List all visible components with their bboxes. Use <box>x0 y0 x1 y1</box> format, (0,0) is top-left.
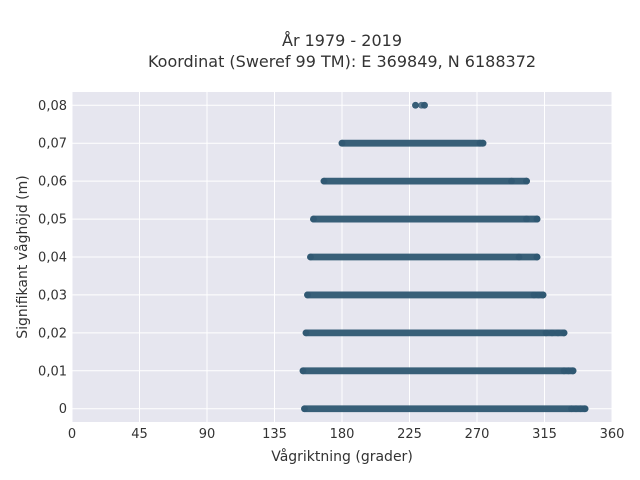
x-tick-label: 45 <box>131 427 148 442</box>
data-point <box>560 329 568 337</box>
chart-title-line2: Koordinat (Sweref 99 TM): E 369849, N 61… <box>148 52 536 71</box>
x-tick-label: 180 <box>330 427 355 442</box>
data-point <box>304 291 311 299</box>
x-tick-label: 225 <box>397 427 422 442</box>
y-tick-label: 0 <box>59 402 67 417</box>
data-point <box>301 405 308 413</box>
data-point <box>476 139 484 147</box>
data-point <box>307 253 314 261</box>
data-point <box>533 215 541 223</box>
y-axis-title: Signifikant våghöjd (m) <box>14 175 31 338</box>
chart-title-line1: År 1979 - 2019 <box>282 31 402 50</box>
y-axis-ticks: 0 0,01 0,02 0,03 0,04 0,05 0,06 0,07 0,08 <box>38 99 67 417</box>
data-point <box>412 101 419 109</box>
data-point <box>548 329 556 337</box>
data-point <box>338 139 346 147</box>
data-point <box>554 329 562 337</box>
y-tick-label: 0,08 <box>38 99 67 114</box>
x-tick-label: 360 <box>600 427 625 442</box>
y-tick-label: 0,05 <box>38 213 67 228</box>
data-point <box>320 177 328 185</box>
data-point <box>542 329 550 337</box>
data-point <box>421 101 428 109</box>
y-tick-label: 0,01 <box>38 364 67 379</box>
data-point <box>533 253 541 261</box>
y-tick-label: 0,07 <box>38 137 67 152</box>
x-tick-label: 0 <box>68 427 76 442</box>
data-point <box>515 253 523 261</box>
data-points-layer <box>299 101 589 413</box>
data-point <box>539 291 547 299</box>
data-point <box>523 177 530 185</box>
data-point <box>581 405 589 413</box>
x-tick-label: 315 <box>532 427 557 442</box>
data-point <box>310 215 317 223</box>
x-tick-label: 90 <box>199 427 216 442</box>
y-tick-label: 0,06 <box>38 175 67 190</box>
data-point <box>508 177 515 185</box>
y-tick-label: 0,02 <box>38 326 67 341</box>
y-tick-label: 0,04 <box>38 251 67 266</box>
y-tick-label: 0,03 <box>38 288 67 303</box>
x-axis-title: Vågriktning (grader) <box>271 448 413 465</box>
x-tick-label: 270 <box>465 427 490 442</box>
x-tick-label: 135 <box>262 427 287 442</box>
data-point <box>523 215 530 223</box>
data-point <box>299 367 307 375</box>
x-axis-ticks: 0 45 90 135 180 225 270 315 360 <box>68 427 625 442</box>
data-point <box>569 367 577 375</box>
data-point <box>302 329 310 337</box>
